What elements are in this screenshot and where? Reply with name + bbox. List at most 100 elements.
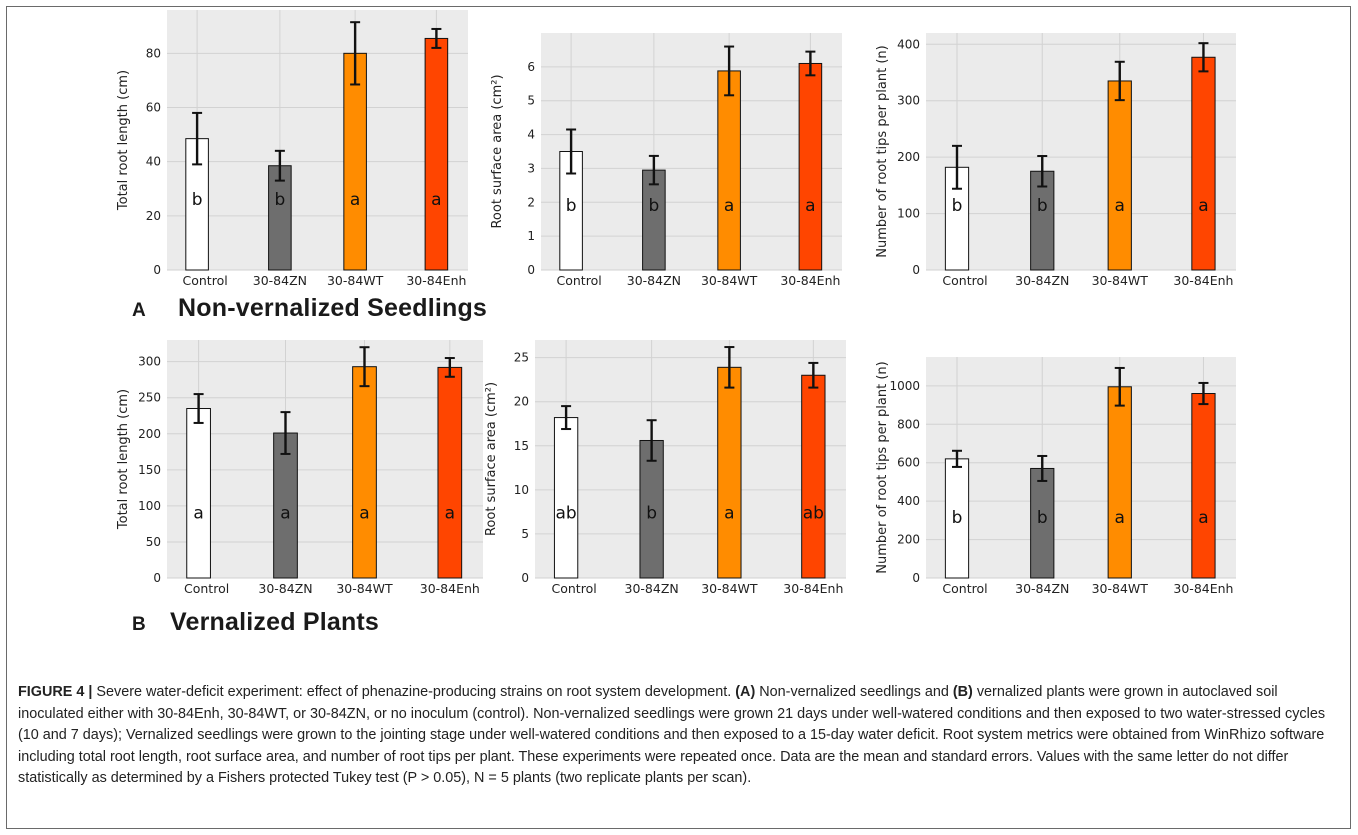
- significance-letter: a: [724, 196, 734, 216]
- bar: [553, 417, 579, 579]
- y-tick-label: 3: [527, 161, 535, 175]
- significance-letter: a: [431, 190, 441, 210]
- y-tick-label: 5: [521, 527, 529, 541]
- x-tick-label: 30-84WT: [701, 581, 758, 596]
- chart-area: 020406080bControlb30-84ZNa30-84WTa30-84E…: [116, 10, 1236, 596]
- caption-part-2: Non-vernalized seedlings and: [755, 684, 953, 700]
- caption-part-1: Severe water-deficit experiment: effect …: [92, 684, 736, 700]
- significance-letter: a: [724, 504, 734, 524]
- x-tick-label: 30-84Enh: [420, 581, 480, 596]
- x-tick-label: 30-84Enh: [780, 273, 840, 288]
- bar: [717, 70, 741, 271]
- y-axis-label: Root surface area (cm²): [490, 74, 505, 228]
- plot-background: [535, 340, 846, 578]
- y-tick-label: 100: [138, 499, 161, 513]
- bar: [1107, 386, 1132, 579]
- y-tick-label: 40: [146, 155, 161, 169]
- x-tick-label: 30-84Enh: [1173, 273, 1233, 288]
- bar: [352, 366, 377, 579]
- figure-caption: FIGURE 4 | Severe water-deficit experime…: [18, 682, 1336, 790]
- significance-letter: a: [1198, 508, 1208, 528]
- y-tick-label: 200: [897, 533, 920, 547]
- x-tick-label: 30-84ZN: [258, 581, 312, 596]
- x-tick-label: 30-84WT: [701, 273, 758, 288]
- x-tick-label: 30-84ZN: [627, 273, 681, 288]
- bar: [186, 408, 211, 579]
- y-tick-label: 200: [897, 150, 920, 164]
- significance-letter: b: [646, 504, 657, 524]
- y-tick-label: 400: [897, 37, 920, 51]
- y-tick-label: 20: [146, 209, 161, 223]
- y-tick-label: 25: [514, 351, 529, 365]
- x-tick-label: Control: [942, 273, 987, 288]
- y-tick-label: 400: [897, 494, 920, 508]
- y-tick-label: 1000: [889, 379, 920, 393]
- panel-a-letter: A: [132, 300, 146, 321]
- x-tick-label: 30-84ZN: [625, 581, 679, 596]
- bar: [424, 37, 449, 271]
- significance-letter: a: [1198, 196, 1208, 216]
- x-tick-label: 30-84ZN: [253, 273, 307, 288]
- x-tick-label: Control: [184, 581, 229, 596]
- y-tick-label: 0: [527, 263, 535, 277]
- x-tick-label: Control: [552, 581, 597, 596]
- significance-letter: a: [1115, 508, 1125, 528]
- x-tick-label: 30-84WT: [1092, 581, 1149, 596]
- bar: [1191, 393, 1216, 579]
- significance-letter: a: [350, 190, 360, 210]
- bar: [801, 374, 826, 579]
- figure-frame: [6, 6, 1351, 829]
- significance-letter: b: [192, 190, 203, 210]
- y-tick-label: 60: [146, 101, 161, 115]
- y-tick-label: 300: [138, 355, 161, 369]
- y-axis-label: Number of root tips per plant (n): [875, 361, 890, 574]
- significance-letter: b: [1037, 196, 1048, 216]
- plot-background: [167, 340, 483, 578]
- y-tick-label: 250: [138, 391, 161, 405]
- y-tick-label: 0: [521, 571, 529, 585]
- x-tick-label: 30-84ZN: [1015, 581, 1069, 596]
- y-tick-label: 100: [897, 207, 920, 221]
- y-tick-label: 50: [146, 535, 161, 549]
- caption-part-3: vernalized plants were grown in autoclav…: [18, 684, 1326, 787]
- bar: [437, 366, 463, 579]
- chart-0-1: 0 1 2 3 4 5 6 b Control b 30-84ZN a 30-84WT a 30-84Enh…: [490, 33, 842, 288]
- y-tick-label: 20: [514, 395, 529, 409]
- chart-1-1: 0 5 10 15 20 25 ab Control b 30-84ZN a 30-84WT ab 30-…: [484, 340, 846, 596]
- y-tick-label: 80: [146, 46, 161, 60]
- y-tick-label: 15: [514, 439, 529, 453]
- y-tick-label: 2: [527, 195, 535, 209]
- x-tick-label: Control: [183, 273, 228, 288]
- x-tick-label: 30-84WT: [327, 273, 384, 288]
- y-axis-label: Number of root tips per plant (n): [875, 45, 890, 258]
- significance-letter: b: [1037, 508, 1048, 528]
- plot-background: [167, 10, 468, 270]
- plot-background: [926, 357, 1236, 578]
- significance-letter: b: [952, 508, 963, 528]
- y-axis-label: Total root length (cm): [116, 389, 131, 530]
- y-tick-label: 300: [897, 94, 920, 108]
- significance-letter: a: [1115, 196, 1125, 216]
- caption-figure-label: FIGURE 4 |: [18, 684, 93, 700]
- significance-letter: b: [566, 196, 577, 216]
- panel-b-letter: B: [132, 614, 146, 635]
- x-tick-label: 30-84WT: [336, 581, 393, 596]
- bar: [717, 366, 742, 579]
- bar: [798, 62, 823, 271]
- significance-letter: b: [648, 196, 659, 216]
- significance-letter: a: [805, 196, 815, 216]
- x-tick-label: Control: [557, 273, 602, 288]
- panel-a-title: Non-vernalized Seedlings: [178, 294, 488, 322]
- x-tick-label: 30-84Enh: [406, 273, 466, 288]
- y-tick-label: 0: [912, 571, 920, 585]
- y-tick-label: 6: [527, 60, 535, 74]
- caption-label-b: (B): [952, 684, 973, 700]
- caption-label-a: (A): [735, 684, 756, 700]
- y-tick-label: 0: [153, 263, 161, 277]
- panel-b-title: Vernalized Plants: [170, 608, 380, 636]
- x-tick-label: Control: [942, 581, 987, 596]
- significance-letter: a: [359, 504, 369, 524]
- x-tick-label: 30-84Enh: [1173, 581, 1233, 596]
- x-tick-label: 30-84Enh: [783, 581, 843, 596]
- plot-background: [926, 33, 1236, 270]
